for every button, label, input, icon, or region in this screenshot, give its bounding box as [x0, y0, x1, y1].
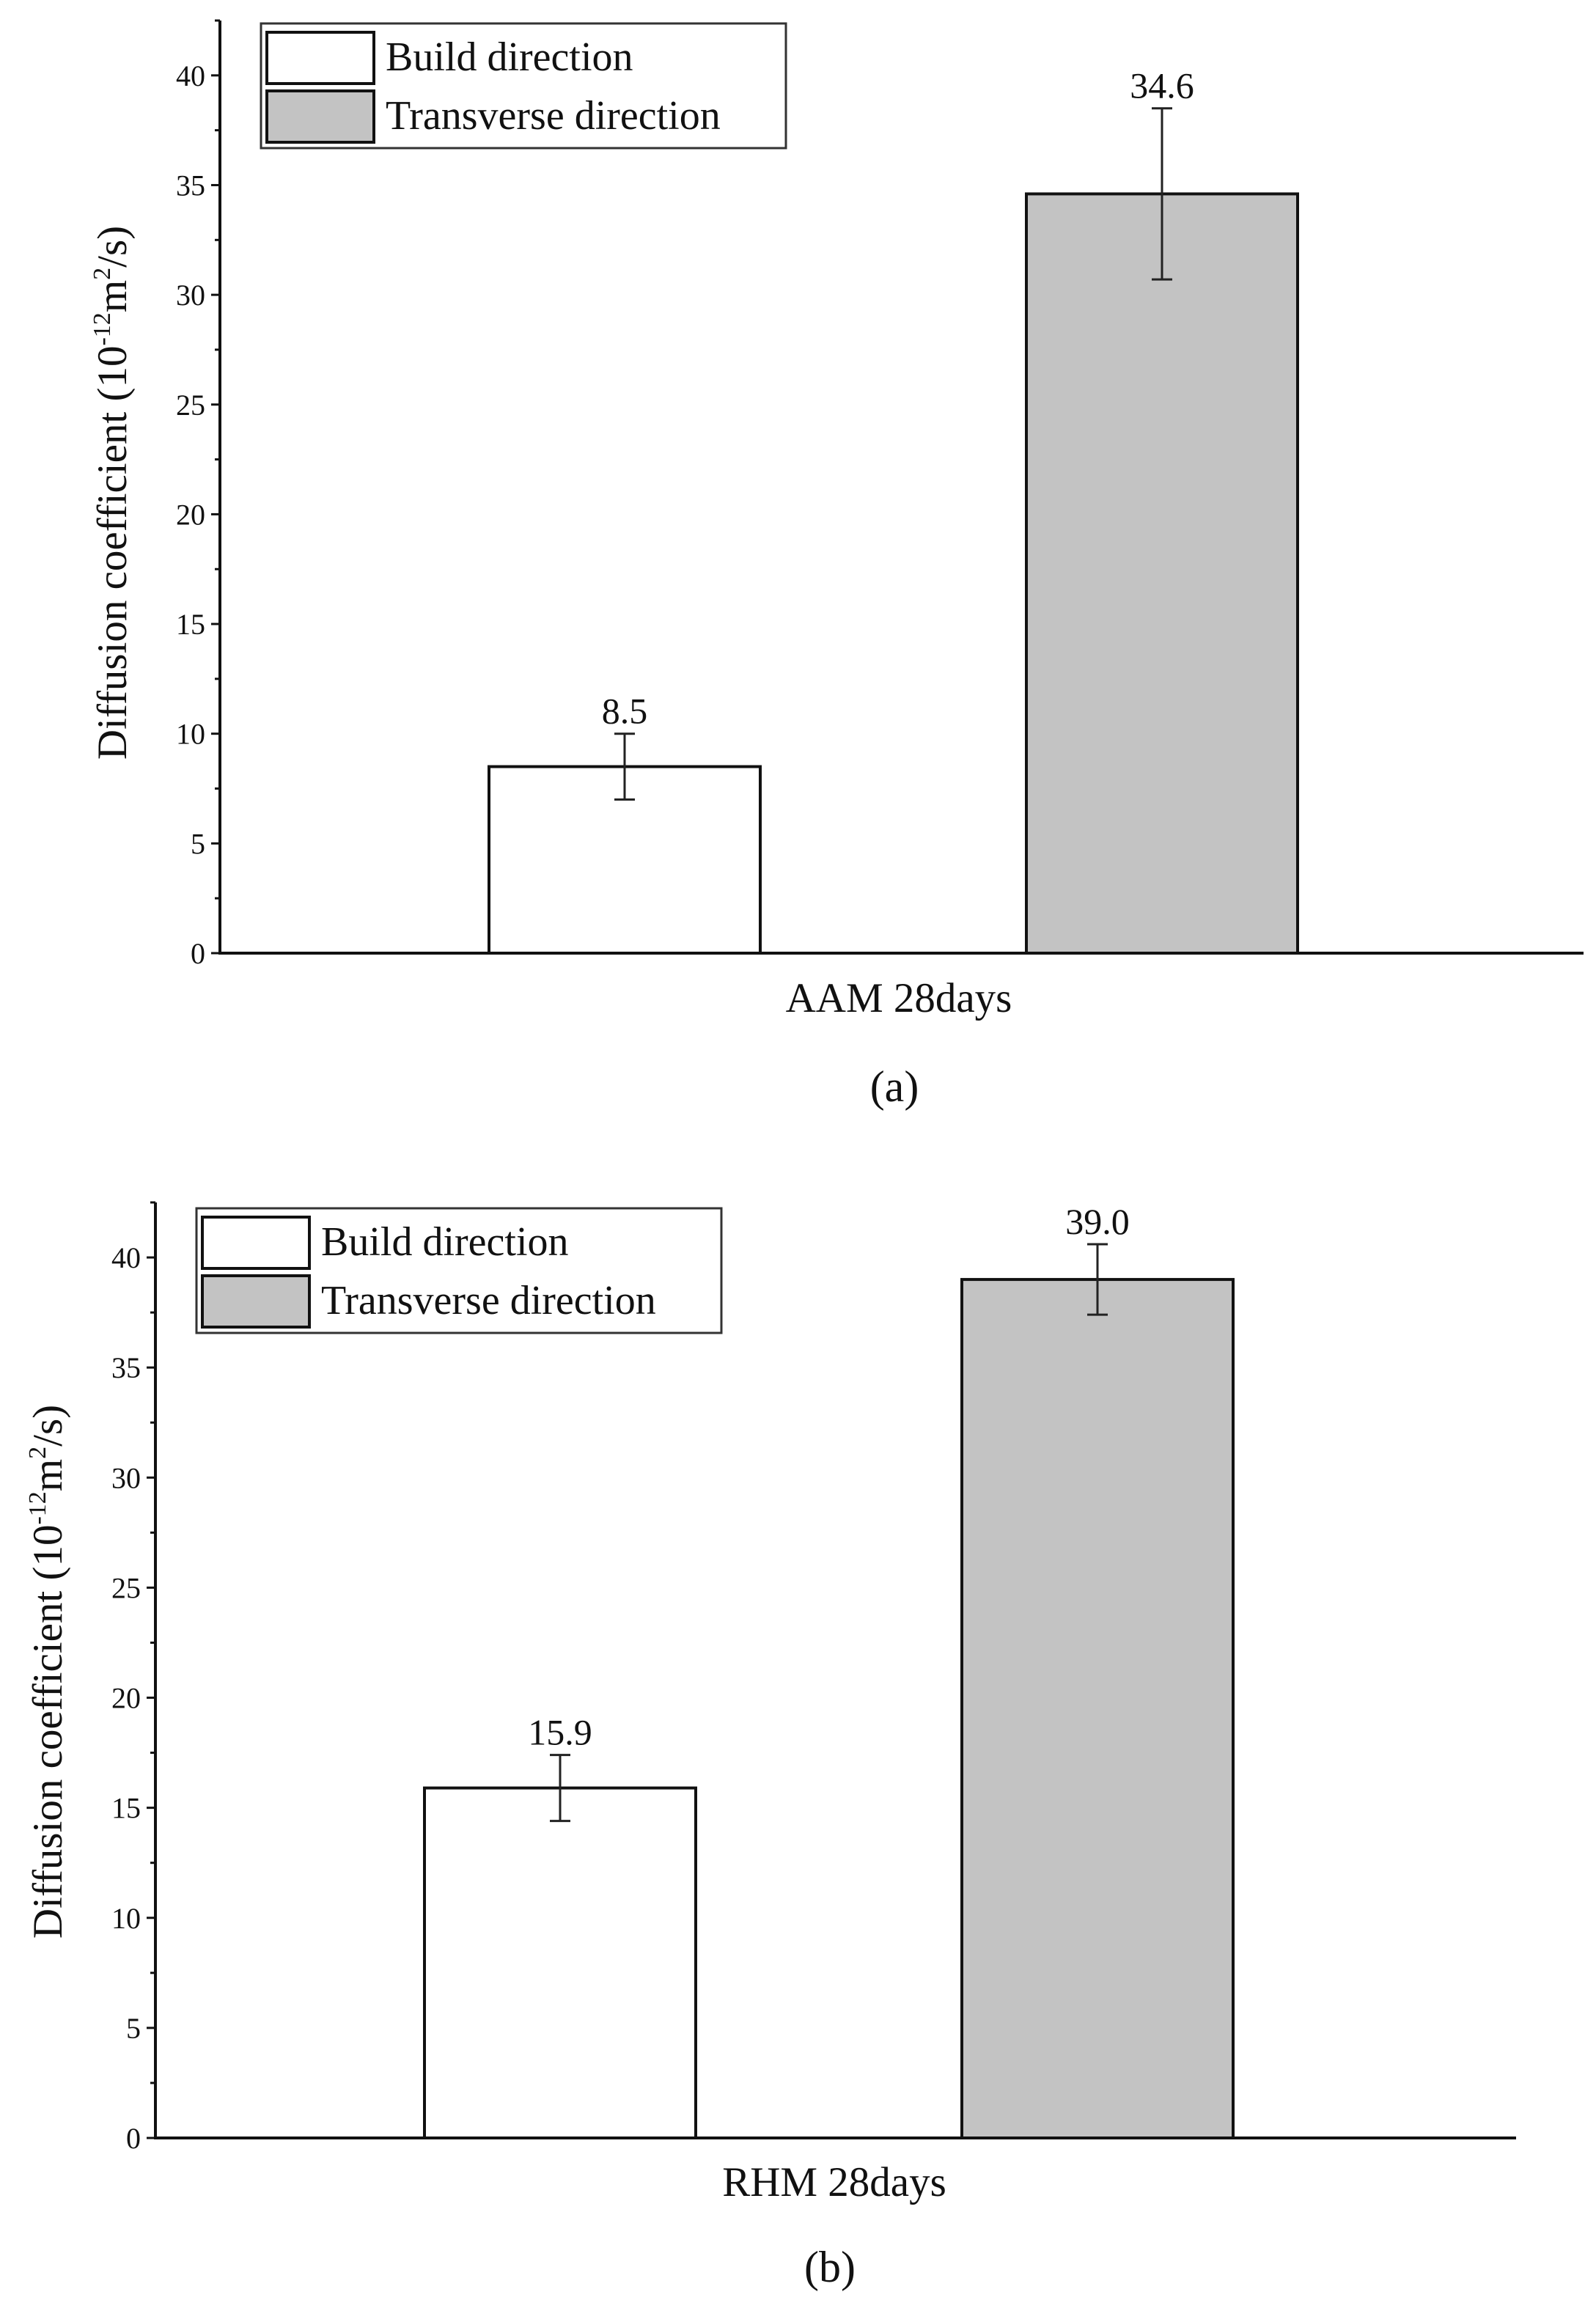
panel-b-legend-label-transverse: Transverse direction	[321, 1278, 656, 1323]
y-tick-label: 35	[111, 1351, 141, 1384]
panel-b-legend-swatch-build	[201, 1216, 311, 1270]
y-axis-title-suffix: /s)	[89, 226, 136, 268]
y-tick-label: 5	[126, 2012, 141, 2045]
value-label-transverse: 34.6	[1130, 65, 1194, 106]
svg-text:Diffusion coefficient (10-12m2: Diffusion coefficient (10-12m2/s)	[24, 1405, 71, 1939]
y-axis-title-exp1: -12	[89, 312, 116, 345]
y-axis-title-exp2: 2	[89, 268, 116, 280]
y-tick-label: 25	[176, 389, 205, 422]
panel-b-label: (b)	[804, 2243, 856, 2291]
panel-a-legend: Build direction Transverse direction	[260, 22, 787, 150]
y-tick-label: 10	[176, 718, 205, 751]
y-tick-label: 40	[111, 1241, 141, 1274]
bar-build	[423, 1786, 697, 2140]
y-tick-label: 20	[111, 1682, 141, 1715]
y-axis-title-suffix: /s)	[25, 1405, 71, 1447]
panel-b-legend-label-build: Build direction	[321, 1219, 569, 1265]
panel-b-bars: 15.9 39.0	[423, 1201, 1235, 2140]
y-tick-label: 15	[176, 608, 205, 641]
panel-a-legend-label-transverse: Transverse direction	[386, 93, 721, 139]
panel-a-axes	[218, 21, 1584, 955]
y-tick-label: 30	[176, 279, 205, 312]
panel-b-legend-swatch-transverse	[201, 1274, 311, 1329]
y-axis-title-exp2: 2	[24, 1447, 51, 1459]
y-tick-label: 35	[176, 169, 205, 202]
panel-b-axes	[154, 1202, 1516, 2139]
y-axis-title-prefix: Diffusion coefficient (10	[89, 346, 136, 760]
y-axis-title-prefix: Diffusion coefficient (10	[25, 1525, 71, 1939]
panel-a-label: (a)	[870, 1062, 919, 1111]
y-tick-label: 40	[176, 59, 205, 92]
panel-a-y-axis-title: Diffusion coefficient (10-12m2/s)	[89, 226, 136, 760]
error-bar-build	[614, 732, 635, 801]
y-tick-label: 0	[126, 2122, 141, 2155]
y-tick-label: 30	[111, 1461, 141, 1494]
error-bar-transverse	[1152, 107, 1172, 281]
panel-b-y-axis-title: Diffusion coefficient (10-12m2/s)	[24, 1405, 71, 1939]
panel-b-y-ticks: 0 5 10 15 20 25 30 35 40	[111, 1201, 155, 2155]
y-axis-title-unit-m: m	[89, 280, 136, 312]
y-tick-label: 0	[191, 937, 205, 970]
value-label-build: 8.5	[602, 691, 648, 732]
error-bar-transverse	[1087, 1243, 1108, 1316]
panel-b-category-label: RHM 28days	[722, 2159, 946, 2205]
bar-transverse	[1025, 192, 1299, 955]
error-bar-build	[550, 1754, 570, 1823]
y-tick-label: 10	[111, 1902, 141, 1935]
value-label-build: 15.9	[528, 1712, 592, 1753]
panel-a-legend-swatch-build	[265, 31, 375, 85]
panel-a-category-label: AAM 28days	[786, 975, 1012, 1021]
y-tick-label: 5	[191, 827, 205, 860]
panel-a: Diffusion coefficient (10-12m2/s) 0 5 10 15…	[89, 19, 1584, 1111]
panel-a-y-ticks: 0 5 10 15 20 25 30 35 40	[176, 19, 220, 970]
bar-transverse	[960, 1278, 1235, 2139]
value-label-transverse: 39.0	[1065, 1201, 1130, 1242]
y-axis-title-exp1: -12	[24, 1491, 51, 1524]
svg-text:Diffusion coefficient (10-12m2: Diffusion coefficient (10-12m2/s)	[89, 226, 136, 760]
y-tick-label: 20	[176, 498, 205, 531]
panel-b: Diffusion coefficient (10-12m2/s) 0 5 10 15…	[24, 1201, 1516, 2291]
y-tick-label: 15	[111, 1792, 141, 1825]
panel-a-legend-swatch-transverse	[265, 89, 375, 144]
panel-a-legend-label-build: Build direction	[386, 34, 633, 80]
panel-b-legend: Build direction Transverse direction	[195, 1207, 723, 1334]
y-tick-label: 25	[111, 1571, 141, 1604]
y-axis-title-unit-m: m	[25, 1459, 71, 1491]
